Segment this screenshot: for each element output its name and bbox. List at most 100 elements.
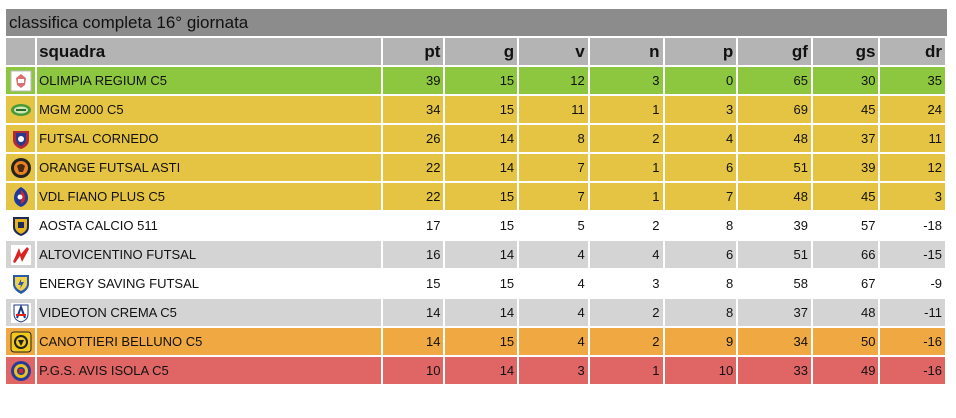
energy-saving-logo-icon: [10, 273, 32, 295]
avis-isola-logo-icon: [10, 360, 32, 382]
cell-g: 15: [445, 96, 518, 123]
team-name[interactable]: ALTOVICENTINO FUTSAL: [37, 241, 382, 268]
cell-gs: 37: [812, 125, 879, 152]
cell-p: 6: [664, 154, 737, 181]
cell-gs: 39: [812, 154, 879, 181]
team-name[interactable]: MGM 2000 C5: [37, 96, 382, 123]
cell-gs: 49: [812, 357, 879, 384]
aosta-calcio-logo-icon: [10, 215, 32, 237]
cell-g: 15: [445, 67, 518, 94]
cell-v: 4: [519, 299, 588, 326]
team-name[interactable]: VDL FIANO PLUS C5: [37, 183, 382, 210]
cell-dr: -9: [880, 270, 945, 297]
table-row[interactable]: AOSTA CALCIO 511 17 15 5 2 8 39 57 -18: [6, 212, 945, 239]
table-row[interactable]: CANOTTIERI BELLUNO C5 14 15 4 2 9 34 50 -16: [6, 328, 945, 355]
cell-p: 6: [664, 241, 737, 268]
cell-g: 15: [445, 328, 518, 355]
cell-n: 2: [589, 328, 663, 355]
cell-g: 15: [445, 183, 518, 210]
canottieri-belluno-logo-icon: [10, 331, 32, 353]
team-logo-cell: [6, 299, 36, 326]
cell-gf: 37: [738, 299, 811, 326]
cell-dr: -15: [880, 241, 945, 268]
cell-gf: 69: [738, 96, 811, 123]
standings-table: squadra pt g v n p gf gs dr OLIMPIA REGI…: [4, 36, 947, 386]
table-row[interactable]: VIDEOTON CREMA C5 14 14 4 2 8 37 48 -11: [6, 299, 945, 326]
cell-n: 4: [589, 241, 663, 268]
header-team[interactable]: squadra: [37, 38, 382, 65]
cell-g: 14: [445, 299, 518, 326]
header-dr[interactable]: dr: [880, 38, 945, 65]
header-g[interactable]: g: [445, 38, 518, 65]
table-row[interactable]: VDL FIANO PLUS C5 22 15 7 1 7 48 45 3: [6, 183, 945, 210]
team-name[interactable]: CANOTTIERI BELLUNO C5: [37, 328, 382, 355]
header-gf[interactable]: gf: [738, 38, 811, 65]
header-gs[interactable]: gs: [812, 38, 879, 65]
team-name[interactable]: AOSTA CALCIO 511: [37, 212, 382, 239]
cell-gf: 39: [738, 212, 811, 239]
cell-p: 8: [664, 299, 737, 326]
team-name[interactable]: P.G.S. AVIS ISOLA C5: [37, 357, 382, 384]
table-row[interactable]: OLIMPIA REGIUM C5 39 15 12 3 0 65 30 35: [6, 67, 945, 94]
mgm-2000-logo-icon: [10, 99, 32, 121]
header-p[interactable]: p: [664, 38, 737, 65]
table-row[interactable]: MGM 2000 C5 34 15 11 1 3 69 45 24: [6, 96, 945, 123]
cell-p: 7: [664, 183, 737, 210]
cell-v: 4: [519, 270, 588, 297]
standings-title: classifica completa 16° giornata: [6, 9, 947, 36]
cell-p: 8: [664, 212, 737, 239]
cell-v: 12: [519, 67, 588, 94]
cell-pt: 14: [383, 328, 444, 355]
team-logo-cell: [6, 270, 36, 297]
header-n[interactable]: n: [589, 38, 663, 65]
team-name[interactable]: FUTSAL CORNEDO: [37, 125, 382, 152]
cell-g: 15: [445, 212, 518, 239]
cell-gs: 48: [812, 299, 879, 326]
team-logo-cell: [6, 183, 36, 210]
cell-p: 4: [664, 125, 737, 152]
team-logo-cell: [6, 154, 36, 181]
cell-gf: 34: [738, 328, 811, 355]
table-row[interactable]: ALTOVICENTINO FUTSAL 16 14 4 4 6 51 66 -15: [6, 241, 945, 268]
cell-dr: -11: [880, 299, 945, 326]
cell-dr: 3: [880, 183, 945, 210]
team-name[interactable]: VIDEOTON CREMA C5: [37, 299, 382, 326]
team-logo-cell: [6, 67, 36, 94]
table-row[interactable]: FUTSAL CORNEDO 26 14 8 2 4 48 37 11: [6, 125, 945, 152]
cell-gf: 33: [738, 357, 811, 384]
cell-gs: 30: [812, 67, 879, 94]
team-logo-cell: [6, 96, 36, 123]
cell-dr: -16: [880, 328, 945, 355]
cell-g: 14: [445, 125, 518, 152]
cell-pt: 17: [383, 212, 444, 239]
cell-pt: 34: [383, 96, 444, 123]
cell-n: 3: [589, 67, 663, 94]
cell-p: 8: [664, 270, 737, 297]
cell-dr: 24: [880, 96, 945, 123]
table-row[interactable]: ENERGY SAVING FUTSAL 15 15 4 3 8 58 67 -9: [6, 270, 945, 297]
cell-gf: 48: [738, 183, 811, 210]
cell-v: 4: [519, 241, 588, 268]
cell-pt: 26: [383, 125, 444, 152]
cell-v: 7: [519, 154, 588, 181]
cell-p: 10: [664, 357, 737, 384]
olimpia-regium-logo-icon: [10, 70, 32, 92]
team-logo-cell: [6, 125, 36, 152]
cell-n: 1: [589, 183, 663, 210]
cell-g: 14: [445, 357, 518, 384]
cell-n: 1: [589, 154, 663, 181]
header-logo-cell: [6, 38, 36, 65]
team-logo-cell: [6, 328, 36, 355]
cell-p: 9: [664, 328, 737, 355]
cell-gs: 50: [812, 328, 879, 355]
cell-pt: 15: [383, 270, 444, 297]
team-name[interactable]: ORANGE FUTSAL ASTI: [37, 154, 382, 181]
cell-gs: 66: [812, 241, 879, 268]
cell-pt: 14: [383, 299, 444, 326]
header-pt[interactable]: pt: [383, 38, 444, 65]
header-v[interactable]: v: [519, 38, 588, 65]
team-name[interactable]: OLIMPIA REGIUM C5: [37, 67, 382, 94]
table-row[interactable]: P.G.S. AVIS ISOLA C5 10 14 3 1 10 33 49 -16: [6, 357, 945, 384]
table-row[interactable]: ORANGE FUTSAL ASTI 22 14 7 1 6 51 39 12: [6, 154, 945, 181]
team-name[interactable]: ENERGY SAVING FUTSAL: [37, 270, 382, 297]
